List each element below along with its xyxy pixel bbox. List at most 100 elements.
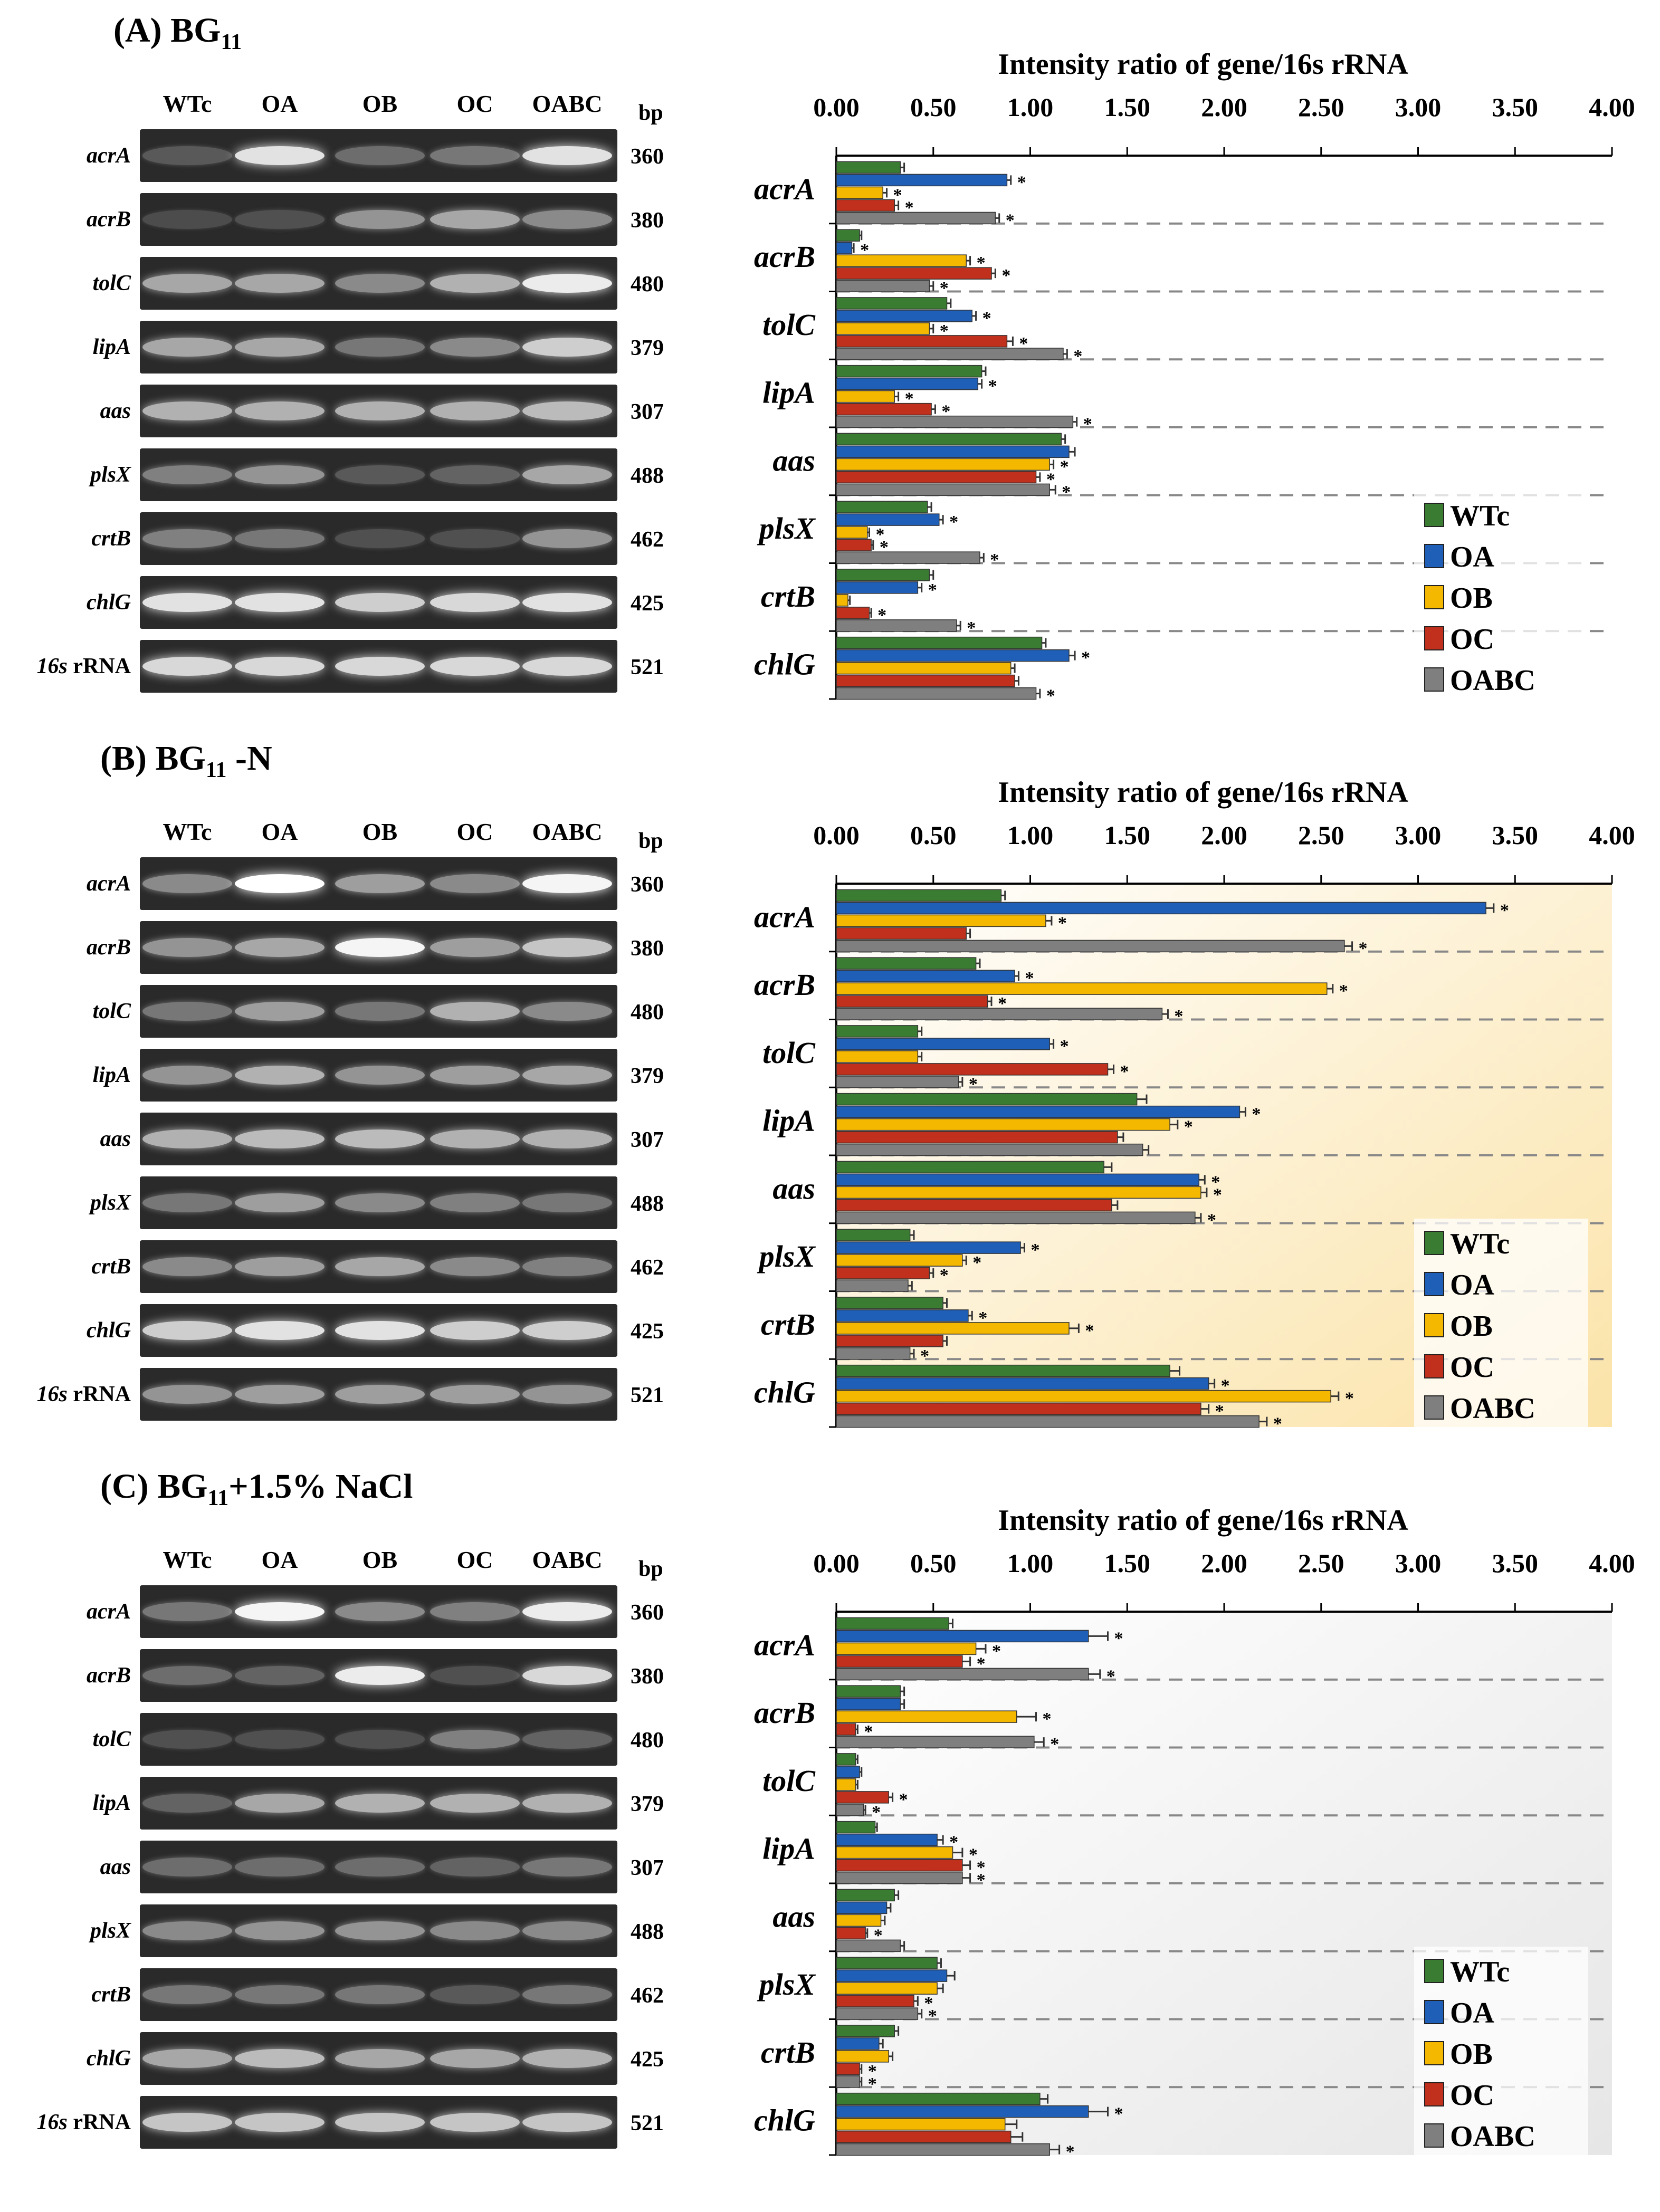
gene-label: acrB xyxy=(0,1663,131,1688)
x-tick-label: 3.50 xyxy=(1492,92,1539,122)
significance-mark: * xyxy=(1062,482,1071,502)
significance-mark: * xyxy=(868,2062,877,2081)
lane-label: OB xyxy=(362,818,398,845)
gel-band xyxy=(335,1794,425,1813)
bar xyxy=(836,2092,1041,2105)
significance-mark: * xyxy=(1106,1667,1115,1686)
x-tick-label: 0.50 xyxy=(910,1548,957,1578)
category-label: aas xyxy=(772,443,815,477)
x-tick-label: 1.00 xyxy=(1007,1548,1054,1578)
gel-band xyxy=(142,938,232,957)
x-tick-label: 2.00 xyxy=(1201,1548,1247,1578)
bp-value: 425 xyxy=(631,2047,664,2072)
category-label: acrB xyxy=(754,1696,815,1730)
panel-title: (C) BG11+1.5% NaCl xyxy=(100,1467,413,1511)
gel-band xyxy=(522,1321,612,1340)
gel-band xyxy=(522,146,612,165)
significance-mark: * xyxy=(972,1253,981,1272)
bar xyxy=(836,1698,901,1710)
gene-label: aas xyxy=(0,398,131,424)
gel-band xyxy=(430,1602,520,1621)
significance-mark: * xyxy=(1213,1185,1222,1204)
legend-label: OABC xyxy=(1450,664,1535,697)
gene-label: 16s rRNA xyxy=(0,654,131,679)
category-label: tolC xyxy=(762,1036,816,1070)
lane-label: OC xyxy=(456,818,493,845)
gel-band xyxy=(430,274,520,293)
significance-mark: * xyxy=(988,377,997,396)
gel-strip xyxy=(140,2032,617,2085)
lane-label: OABC xyxy=(532,90,603,117)
significance-mark: * xyxy=(1083,415,1092,434)
bp-header: bp xyxy=(638,101,663,125)
gel-band xyxy=(430,874,520,893)
legend-label: OB xyxy=(1450,582,1493,615)
bar xyxy=(836,1118,1170,1131)
significance-mark: * xyxy=(1060,1037,1069,1056)
gene-label: chlG xyxy=(0,2046,131,2071)
bar xyxy=(836,1279,909,1292)
gene-name: acrB xyxy=(87,207,131,232)
gel-band xyxy=(430,1985,520,2004)
bar xyxy=(836,1710,1017,1723)
gel-band xyxy=(522,1066,612,1085)
gel-band xyxy=(430,938,520,957)
significance-mark: * xyxy=(1073,347,1082,366)
bp-value: 425 xyxy=(631,1319,664,1344)
gel-band xyxy=(522,465,612,484)
gel-strip xyxy=(140,448,617,501)
chart-title: Intensity ratio of gene/16s rRNA xyxy=(998,1504,1408,1537)
significance-mark: * xyxy=(1043,1709,1052,1729)
gene-label: crtB xyxy=(0,1254,131,1279)
x-tick-label: 2.50 xyxy=(1298,820,1344,850)
bar xyxy=(836,471,1037,484)
gene-name: chlG xyxy=(87,2046,131,2071)
x-tick-label: 2.00 xyxy=(1201,820,1247,850)
bar xyxy=(836,1753,856,1766)
legend-swatch xyxy=(1424,2082,1444,2106)
x-tick-label: 2.50 xyxy=(1298,1548,1344,1578)
x-tick-label: 1.50 xyxy=(1104,92,1151,122)
gel-strip xyxy=(140,576,617,629)
gel-band xyxy=(430,593,520,612)
legend-label: OC xyxy=(1450,1351,1494,1384)
significance-mark: * xyxy=(1017,173,1026,192)
category-label: crtB xyxy=(761,1307,815,1342)
bar xyxy=(836,310,972,322)
bar xyxy=(836,280,930,292)
bp-value: 521 xyxy=(631,1383,664,1407)
significance-mark: * xyxy=(992,1641,1001,1661)
gel-band xyxy=(235,529,325,548)
gel-band xyxy=(522,529,612,548)
gene-label: plsX xyxy=(0,1190,131,1215)
bar xyxy=(836,2025,895,2037)
significance-mark: * xyxy=(1114,1629,1123,1648)
gel-image: WTc OA OB OC OABC bp acrA 360 acrB 380 tolC 480 lipA… xyxy=(0,11,686,739)
bar xyxy=(836,161,901,174)
category-label: lipA xyxy=(762,1832,815,1866)
gel-band xyxy=(235,1666,325,1685)
legend-swatch xyxy=(1424,2123,1444,2148)
significance-mark: * xyxy=(899,1790,908,1809)
significance-mark: * xyxy=(949,512,958,532)
significance-mark: * xyxy=(977,1871,986,1890)
bar xyxy=(836,649,1070,662)
gel-band xyxy=(335,1257,425,1276)
gel-band xyxy=(235,401,325,420)
bar xyxy=(836,1038,1050,1050)
gene-label: chlG xyxy=(0,1318,131,1343)
gene-name: acrA xyxy=(87,1600,131,1624)
category-label: lipA xyxy=(762,1104,815,1138)
bar xyxy=(836,594,848,607)
bar xyxy=(836,2075,860,2088)
bar xyxy=(836,1241,1021,1254)
gene-label: aas xyxy=(0,1126,131,1152)
gel-band xyxy=(522,210,612,229)
bar xyxy=(836,957,977,970)
legend-swatch xyxy=(1424,1313,1444,1337)
gel-band xyxy=(430,465,520,484)
bar xyxy=(836,1859,963,1872)
bar xyxy=(836,1833,938,1846)
bar xyxy=(836,995,988,1008)
gel-band xyxy=(430,657,520,676)
